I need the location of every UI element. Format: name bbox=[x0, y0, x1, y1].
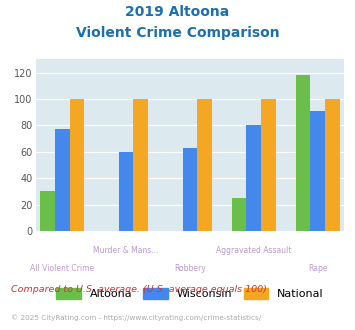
Legend: Altoona, Wisconsin, National: Altoona, Wisconsin, National bbox=[56, 288, 323, 300]
Text: Robbery: Robbery bbox=[174, 264, 206, 273]
Bar bbox=[261, 99, 276, 231]
Bar bbox=[70, 99, 84, 231]
Text: Compared to U.S. average. (U.S. average equals 100): Compared to U.S. average. (U.S. average … bbox=[11, 285, 267, 294]
Text: Aggravated Assault: Aggravated Assault bbox=[216, 246, 291, 255]
Text: Rape: Rape bbox=[308, 264, 327, 273]
Bar bbox=[133, 99, 148, 231]
Bar bbox=[246, 125, 261, 231]
Bar bbox=[119, 152, 133, 231]
Text: 2019 Altoona: 2019 Altoona bbox=[125, 5, 230, 19]
Text: Violent Crime Comparison: Violent Crime Comparison bbox=[76, 26, 279, 40]
Bar bbox=[310, 111, 325, 231]
Bar bbox=[295, 75, 310, 231]
Bar bbox=[182, 148, 197, 231]
Text: © 2025 CityRating.com - https://www.cityrating.com/crime-statistics/: © 2025 CityRating.com - https://www.city… bbox=[11, 314, 261, 321]
Bar bbox=[232, 198, 246, 231]
Bar bbox=[197, 99, 212, 231]
Bar bbox=[40, 191, 55, 231]
Text: All Violent Crime: All Violent Crime bbox=[30, 264, 94, 273]
Text: Murder & Mans...: Murder & Mans... bbox=[93, 246, 159, 255]
Bar bbox=[55, 129, 70, 231]
Bar bbox=[325, 99, 340, 231]
